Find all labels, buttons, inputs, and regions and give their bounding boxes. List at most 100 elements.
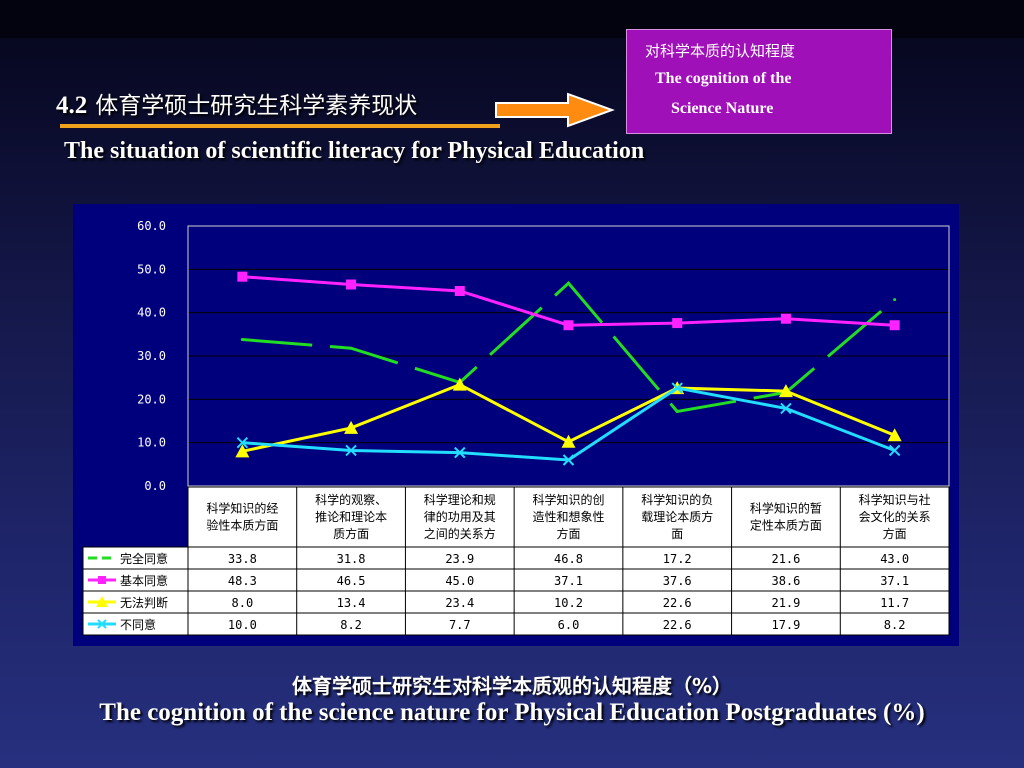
data-point-x — [780, 402, 792, 415]
data-point-x — [345, 444, 357, 457]
data-label: 17.9 — [771, 618, 800, 632]
data-label: 17.2 — [663, 552, 692, 566]
data-point — [675, 409, 679, 413]
category-label: 方面 — [883, 526, 907, 541]
data-label: 37.1 — [880, 574, 909, 588]
data-label: 22.6 — [663, 596, 692, 610]
data-label: 37.1 — [554, 574, 583, 588]
heading-number: 4.2 — [56, 92, 88, 119]
caption-zh: 体育学硕士研究生对科学本质观的认知程度（%） — [291, 674, 733, 698]
category-label: 质方面 — [333, 526, 369, 541]
data-label: 8.0 — [232, 596, 254, 610]
data-label: 10.2 — [554, 596, 583, 610]
legend-label: 完全同意 — [120, 551, 168, 566]
data-label: 46.5 — [337, 574, 366, 588]
data-point-triangle — [561, 434, 576, 448]
category-label: 科学知识的经 — [206, 501, 278, 516]
data-label: 43.0 — [880, 552, 909, 566]
callout-text-en-line2: Science Nature — [671, 100, 774, 117]
category-label: 科学知识的负 — [641, 492, 713, 507]
y-tick-label: 10.0 — [137, 436, 166, 450]
data-label: 11.7 — [880, 596, 909, 610]
data-point-triangle — [778, 384, 793, 398]
data-label: 21.9 — [771, 596, 800, 610]
data-point-x — [236, 436, 249, 449]
y-tick-label: 60.0 — [137, 219, 166, 233]
data-label: 13.4 — [337, 596, 366, 610]
data-label: 10.0 — [228, 618, 257, 632]
data-label: 33.8 — [228, 552, 257, 566]
data-point-triangle — [887, 428, 902, 442]
data-point-triangle — [344, 420, 359, 434]
data-point — [349, 346, 353, 350]
heading-underline — [60, 124, 500, 128]
callout-text-en-line1: The cognition of the — [655, 70, 792, 87]
category-label: 造性和想象性 — [532, 509, 604, 524]
right-arrow-icon — [495, 92, 615, 128]
category-label: 定性本质方面 — [750, 518, 822, 533]
data-point-triangle — [452, 377, 467, 391]
data-label: 23.4 — [445, 596, 474, 610]
data-point — [567, 281, 570, 285]
data-point-x — [454, 446, 466, 459]
data-point — [240, 338, 244, 342]
caption-en: The cognition of the science nature for … — [99, 699, 925, 726]
category-label: 会文化的关系 — [859, 509, 931, 524]
y-tick-label: 40.0 — [137, 306, 166, 320]
chart-panel: 0.0 10.0 20.0 30.0 40.0 50.0 60.0 科学知识的经 验性本质方面 科… — [73, 204, 959, 646]
data-label: 22.6 — [663, 618, 692, 632]
legend-key-marker — [97, 619, 107, 629]
data-point — [893, 298, 897, 302]
series-line-0 — [242, 281, 896, 414]
y-tick-label: 0.0 — [144, 479, 166, 493]
data-label: 8.2 — [884, 618, 906, 632]
category-label: 科学知识的创 — [532, 492, 604, 507]
category-label: 科学知识的暂 — [750, 501, 822, 516]
category-label: 方面 — [556, 526, 580, 541]
data-label: 23.9 — [445, 552, 474, 566]
heading-title-zh: 体育学硕士研究生科学素养现状 — [95, 93, 418, 119]
data-label: 48.3 — [228, 574, 257, 588]
data-label: 38.6 — [771, 574, 800, 588]
category-label: 之间的关系方 — [424, 526, 496, 541]
data-point-x — [888, 444, 901, 457]
data-label: 31.8 — [337, 552, 366, 566]
legend-label: 无法判断 — [120, 595, 168, 610]
data-label: 21.6 — [771, 552, 800, 566]
category-label: 科学理论和规 — [424, 492, 496, 507]
data-label: 8.2 — [340, 618, 362, 632]
plot-area-border — [187, 225, 950, 487]
category-label: 面 — [671, 527, 683, 541]
slide-subtitle: The situation of scientific literacy for… — [64, 138, 645, 164]
data-point-square — [889, 320, 900, 331]
legend-label: 不同意 — [120, 617, 156, 632]
category-label: 推论和理论本 — [315, 510, 387, 524]
data-label: 45.0 — [445, 574, 474, 588]
data-point-square — [237, 271, 248, 282]
data-point-x — [562, 454, 575, 466]
slide-heading: 4.2 体育学硕士研究生科学素养现状 — [56, 86, 417, 120]
legend-key-marker — [96, 596, 108, 607]
data-point-square — [346, 279, 357, 290]
y-tick-label: 50.0 — [137, 262, 166, 276]
data-label: 7.7 — [449, 618, 471, 632]
category-label: 科学的观察、 — [315, 492, 387, 507]
data-point-square — [672, 318, 683, 329]
category-label: 科学知识与社 — [859, 492, 931, 507]
legend-label: 基本同意 — [120, 573, 168, 588]
data-label: 6.0 — [558, 618, 580, 632]
category-label: 验性本质方面 — [206, 518, 278, 533]
data-label: 46.8 — [554, 552, 583, 566]
category-label: 载理论本质方 — [641, 509, 713, 524]
data-point-x — [671, 382, 683, 394]
callout-box: 对科学本质的认知程度 The cognition of the Science … — [626, 29, 892, 134]
data-label: 37.6 — [663, 574, 692, 588]
legend-key-marker — [98, 576, 106, 584]
y-tick-label: 20.0 — [137, 392, 166, 406]
category-label: 律的功用及其 — [424, 509, 496, 524]
data-point-square — [454, 286, 465, 296]
data-point-square — [563, 320, 574, 331]
data-point-square — [780, 313, 791, 324]
callout-text-zh: 对科学本质的认知程度 — [645, 42, 796, 60]
